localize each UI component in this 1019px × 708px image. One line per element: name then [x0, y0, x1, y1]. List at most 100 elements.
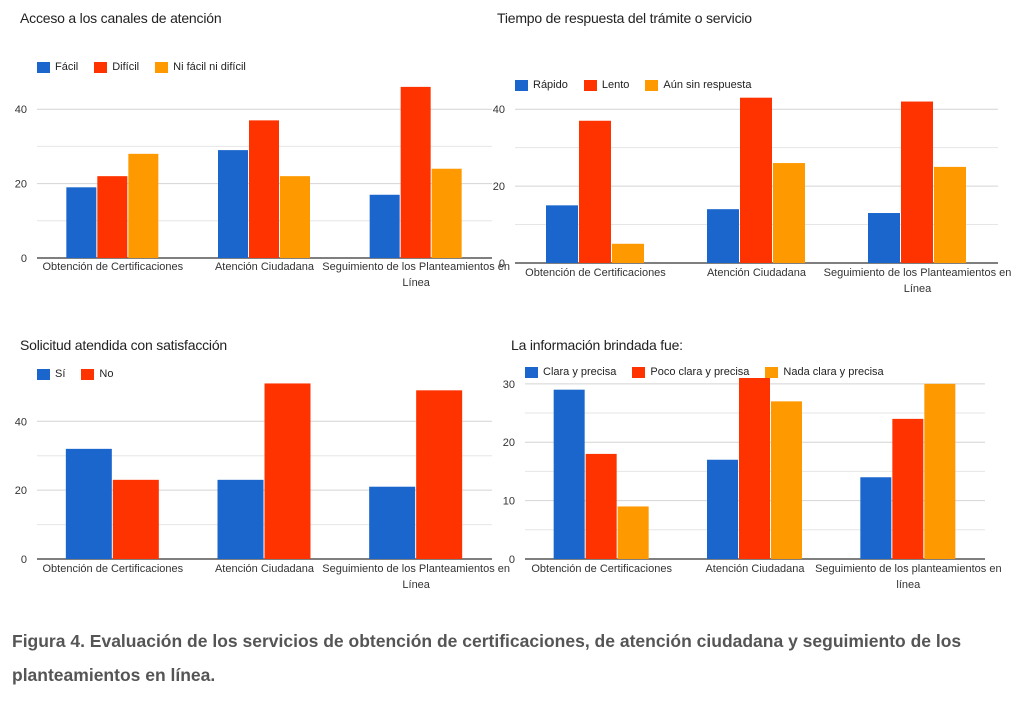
legend-label: Rápido [533, 79, 568, 91]
y-tick-label: 20 [15, 485, 27, 497]
x-tick-label: Obtención de Certificaciones [525, 267, 666, 279]
legend-swatch [525, 366, 538, 378]
bar [707, 209, 739, 263]
x-tick-label: Obtención de Certificaciones [43, 261, 184, 273]
chart-legend: Clara y precisa Poco clara y precisa Nada … [525, 366, 900, 378]
legend-swatch [37, 368, 50, 380]
chart-title: Solicitud atendida con satisfacción [20, 337, 228, 353]
y-tick-label: 20 [15, 179, 27, 191]
legend-item: Lento [583, 79, 630, 91]
legend-swatch [37, 61, 50, 73]
bar [901, 101, 933, 264]
legend-item: Difícil [94, 61, 139, 73]
legend-swatch [515, 79, 528, 91]
bar [934, 166, 966, 263]
chart-legend: Fácil Difícil Ni fácil ni difícil [37, 61, 262, 73]
legend-item: Fácil [37, 61, 78, 73]
bar [739, 378, 770, 559]
bar [97, 176, 128, 258]
bar [431, 168, 462, 258]
bar [707, 459, 738, 559]
y-tick-label: 0 [21, 253, 27, 265]
legend-swatch [632, 366, 646, 378]
x-tick-label: Seguimiento de los planteamientos en líne… [815, 563, 1002, 591]
legend-label: Aún sin respuesta [663, 79, 752, 91]
bar [217, 479, 264, 559]
bar [868, 213, 900, 263]
legend-item: Poco clara y precisa [632, 366, 749, 378]
bar [65, 448, 112, 559]
chart-plot: 0 10 20 30 Obtención de Certificaciones Atenc… [503, 378, 1002, 591]
legend-item: Aún sin respuesta [645, 79, 751, 91]
x-tick-label: Atención Ciudadana [705, 563, 805, 575]
bar [773, 163, 805, 263]
bar [264, 383, 311, 559]
legend-item: Ni fácil ni difícil [155, 61, 246, 73]
chart-plot: 0 20 40 Obtención de Certificaciones Atenció… [15, 86, 510, 289]
x-tick-label: Obtención de Certificaciones [531, 563, 672, 575]
legend-item: Clara y precisa [525, 366, 616, 378]
chart-legend: Sí No [37, 368, 129, 380]
legend-label: Difícil [112, 61, 140, 73]
x-tick-label: Obtención de Certificaciones [43, 563, 184, 575]
bar [369, 486, 416, 559]
bar [128, 153, 159, 258]
bar [112, 479, 159, 559]
bar [924, 383, 956, 559]
x-tick-label: Seguimiento de los Planteamientos en Líne… [824, 267, 1012, 295]
chart-title: Acceso a los canales de atención [20, 10, 222, 26]
chart-tiempo-respuesta: Tiempo de respuesta del trámite o servic… [493, 0, 1019, 310]
legend-swatch [155, 61, 169, 73]
legend-label: No [99, 368, 114, 380]
legend-label: Poco clara y precisa [650, 366, 750, 378]
bar [546, 205, 578, 263]
bar [740, 97, 772, 263]
chart-legend: Rápido Lento Aún sin respuesta [515, 79, 767, 91]
legend-swatch [94, 61, 108, 73]
legend-swatch [583, 79, 597, 91]
bar [612, 243, 644, 263]
bar [585, 453, 617, 559]
legend-item: Sí [37, 368, 65, 380]
x-tick-label: Atención Ciudadana [215, 563, 315, 575]
y-tick-label: 40 [493, 104, 505, 116]
x-tick-label: Seguimiento de los Planteamientos en Líne… [322, 261, 510, 289]
legend-swatch [81, 368, 95, 380]
bar [400, 86, 431, 258]
bar [416, 390, 463, 559]
chart-acceso-canales: Acceso a los canales de atención Fácil Dif… [0, 0, 510, 310]
legend-item: Rápido [515, 79, 568, 91]
bar [249, 120, 279, 258]
y-tick-label: 0 [21, 554, 27, 566]
x-tick-label: Seguimiento de los Planteamientos en Líne… [322, 563, 510, 591]
y-tick-label: 0 [509, 554, 515, 566]
y-tick-label: 20 [503, 437, 515, 449]
y-tick-label: 20 [493, 181, 505, 193]
bar [860, 477, 892, 559]
bar [617, 506, 649, 559]
legend-label: Sí [55, 368, 66, 380]
chart-title: Tiempo de respuesta del trámite o servic… [497, 10, 752, 26]
bar [218, 150, 248, 258]
y-tick-label: 40 [15, 416, 27, 428]
legend-label: Nada clara y precisa [783, 366, 884, 378]
bar [280, 176, 310, 258]
legend-swatch [765, 366, 779, 378]
bar [553, 389, 585, 559]
legend-swatch [645, 79, 659, 91]
bar [892, 418, 924, 559]
legend-item: No [81, 368, 113, 380]
y-tick-label: 0 [499, 258, 505, 270]
legend-label: Clara y precisa [543, 366, 617, 378]
chart-plot: 0 20 40 Obtención de Certificaciones Atenció… [493, 97, 1012, 295]
bar [369, 194, 400, 258]
legend-label: Fácil [55, 61, 79, 73]
legend-item: Nada clara y precisa [765, 366, 884, 378]
x-tick-label: Atención Ciudadana [215, 261, 315, 273]
bar [579, 120, 611, 263]
bar [771, 401, 802, 559]
y-tick-label: 30 [503, 379, 515, 391]
chart-informacion-brindada: La información brindada fue: Clara y prec… [503, 330, 1019, 620]
legend-label: Lento [601, 79, 630, 91]
bar [66, 187, 97, 258]
